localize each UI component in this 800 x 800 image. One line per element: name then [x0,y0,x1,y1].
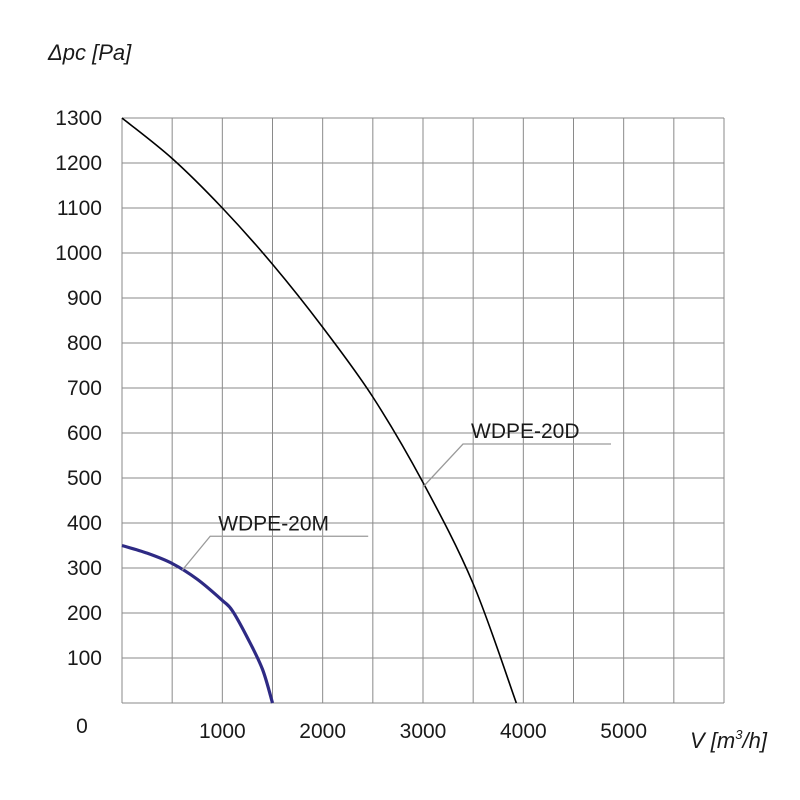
x-tick-label: 2000 [299,720,346,743]
origin-label: 0 [76,715,88,738]
y-tick-label: 900 [67,287,102,310]
curves [121,117,518,704]
y-tick-label: 200 [67,602,102,625]
x-tick-label: 4000 [500,720,547,743]
y-tick-label: 700 [67,377,102,400]
x-axis-title-sup: 3 [735,727,743,742]
y-tick-label: 1200 [55,152,102,175]
annotation-label-wdpe-20d: WDPE-20D [471,420,580,443]
x-axis-title: V [m3/h] [690,727,768,753]
x-tick-labels: 1000 2000 3000 4000 5000 [199,720,647,743]
y-tick-label: 1300 [55,107,102,130]
x-tick-label: 3000 [400,720,447,743]
y-tick-labels: 100 200 300 400 500 600 700 800 900 1000 1100 1200 1… [55,107,102,670]
y-tick-label: 1100 [57,197,102,220]
annotations: WDPE-20D WDPE-20M [181,420,611,571]
x-tick-label: 5000 [600,720,647,743]
annotation-label-wdpe-20m: WDPE-20M [218,512,329,535]
series-line-wdpe-20d [121,117,518,704]
y-tick-label: 800 [67,332,102,355]
y-tick-label: 100 [67,647,102,670]
x-axis-title-main: V [m [690,728,735,753]
y-tick-label: 300 [67,557,102,580]
y-tick-label: 1000 [55,242,102,265]
grid [121,117,725,704]
annotation-leader-line [181,535,369,571]
y-tick-label: 500 [67,467,102,490]
x-axis-title-end: /h] [740,728,767,753]
series-line-wdpe-20m [121,543,275,704]
annotation-leader-line [422,443,611,488]
x-tick-label: 1000 [199,720,246,743]
y-tick-label: 400 [67,512,102,535]
y-tick-label: 600 [67,422,102,445]
y-axis-title: Δpc [Pa] [47,40,132,65]
